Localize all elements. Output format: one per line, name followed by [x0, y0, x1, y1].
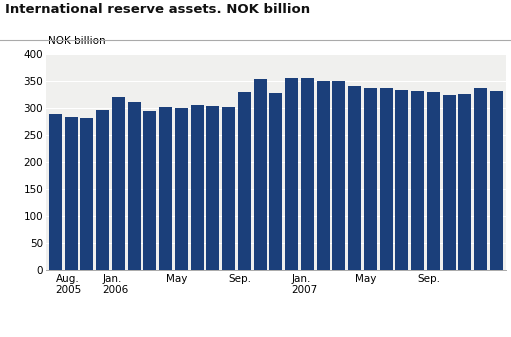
Bar [474, 88, 487, 270]
Bar [144, 111, 156, 270]
Bar [333, 82, 345, 270]
Bar [206, 106, 219, 270]
Bar [443, 95, 456, 270]
Bar [222, 107, 235, 270]
Text: NOK billion: NOK billion [48, 36, 105, 46]
Bar [380, 88, 392, 270]
Bar [411, 91, 424, 270]
Bar [191, 105, 204, 270]
Bar [238, 92, 251, 270]
Bar [396, 90, 408, 270]
Bar [490, 91, 503, 270]
Bar [159, 107, 172, 270]
Bar [317, 82, 330, 270]
Text: International reserve assets. NOK billion: International reserve assets. NOK billio… [5, 3, 310, 17]
Bar [285, 78, 298, 270]
Bar [427, 92, 440, 270]
Bar [254, 79, 267, 270]
Bar [175, 108, 188, 270]
Bar [458, 94, 471, 270]
Bar [81, 118, 94, 270]
Bar [112, 97, 125, 270]
Bar [49, 114, 62, 270]
Bar [348, 86, 361, 270]
Bar [128, 102, 141, 270]
Bar [269, 93, 283, 270]
Bar [96, 110, 109, 270]
Bar [301, 78, 314, 270]
Bar [364, 88, 377, 270]
Bar [65, 117, 78, 270]
